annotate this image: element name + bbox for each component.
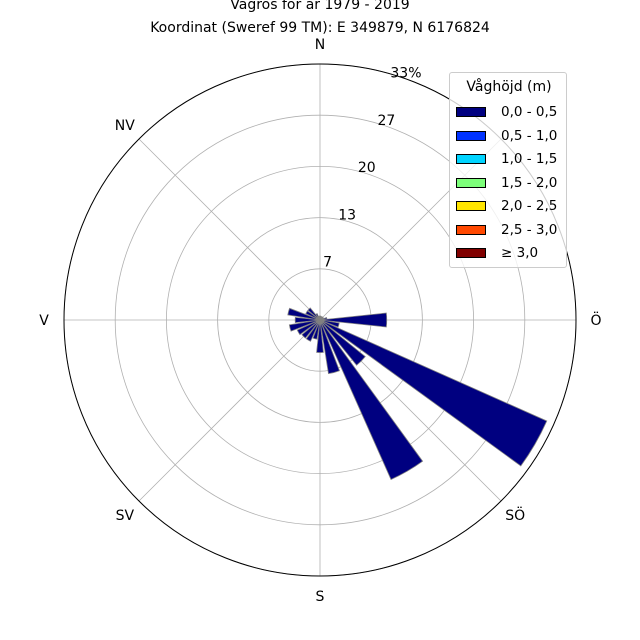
sector-bar (319, 319, 340, 375)
legend-entry: 1,0 - 1,5 (456, 150, 566, 170)
sector-bar (305, 319, 321, 342)
sector-bar (288, 319, 321, 332)
legend-entry: 0,5 - 1,0 (456, 127, 566, 147)
grid-spoke (138, 138, 321, 321)
sector-bar (307, 307, 321, 321)
legend: Våghöjd (m) 0,0 - 0,5 0,5 - 1,0 1,0 - 1,… (449, 72, 567, 268)
legend-entry: 1,5 - 2,0 (456, 174, 566, 194)
legend-title: Våghöjd (m) (466, 79, 552, 95)
radial-tick-label: 27 (377, 113, 395, 129)
axis-labels: 7 13 20 27 33% N NV V SV S SÖ Ö (39, 37, 601, 605)
direction-label: Ö (590, 311, 601, 329)
legend-entry: 2,0 - 2,5 (456, 197, 566, 217)
legend-entry: ≥ 3,0 (456, 244, 566, 264)
chart-subtitle: Koordinat (Sweref 99 TM): E 349879, N 61… (150, 20, 490, 36)
legend-entry: 0,0 - 0,5 (456, 103, 566, 123)
sector-bar (319, 319, 548, 467)
direction-label: S (316, 589, 325, 605)
legend-label: 0,5 - 1,0 (501, 127, 558, 144)
sector-bar (316, 319, 324, 353)
legend-label: 1,0 - 1,5 (501, 151, 558, 167)
sector-bar (319, 319, 366, 366)
legend-label: 1,5 - 2,0 (501, 174, 558, 191)
radial-tick-label: 7 (323, 255, 332, 271)
grid-ring (217, 217, 423, 423)
radial-tick-label: 20 (358, 160, 376, 176)
chart-title: Vågros för år 1979 - 2019 (230, 0, 410, 13)
sector-bar (319, 312, 388, 328)
legend-swatch (456, 107, 486, 117)
sector-bar (296, 319, 321, 336)
radial-tick-label: 33% (390, 65, 421, 81)
legend-label: ≥ 3,0 (501, 245, 539, 261)
sector-bars (287, 307, 548, 480)
grid-spoke (138, 319, 321, 502)
sector-bar (305, 310, 321, 321)
polar-grid (63, 63, 577, 577)
grid-ring (114, 114, 526, 526)
legend-entry: 2,5 - 3,0 (456, 221, 566, 241)
polar-frame (63, 63, 577, 577)
legend-swatch (456, 201, 486, 211)
direction-label: V (39, 313, 49, 329)
legend-label: 0,0 - 0,5 (501, 104, 558, 120)
legend-swatch (456, 248, 486, 258)
legend-label: 2,0 - 2,5 (501, 198, 558, 214)
sector-bar (287, 307, 321, 321)
legend-swatch (456, 224, 486, 235)
legend-swatch (456, 177, 486, 188)
direction-label: N (315, 37, 325, 53)
legend-swatch (456, 154, 486, 164)
legend-label: 2,5 - 3,0 (501, 221, 558, 238)
grid-ring (165, 165, 475, 475)
sector-bar (301, 319, 321, 339)
direction-label: SV (116, 508, 135, 524)
sector-bar (294, 316, 321, 324)
radial-tick-label: 13 (338, 207, 356, 223)
legend-swatch (456, 130, 486, 141)
sector-bar (318, 315, 321, 321)
sector-bar (319, 319, 424, 480)
direction-label: NV (115, 118, 135, 134)
direction-label: SÖ (505, 506, 525, 524)
